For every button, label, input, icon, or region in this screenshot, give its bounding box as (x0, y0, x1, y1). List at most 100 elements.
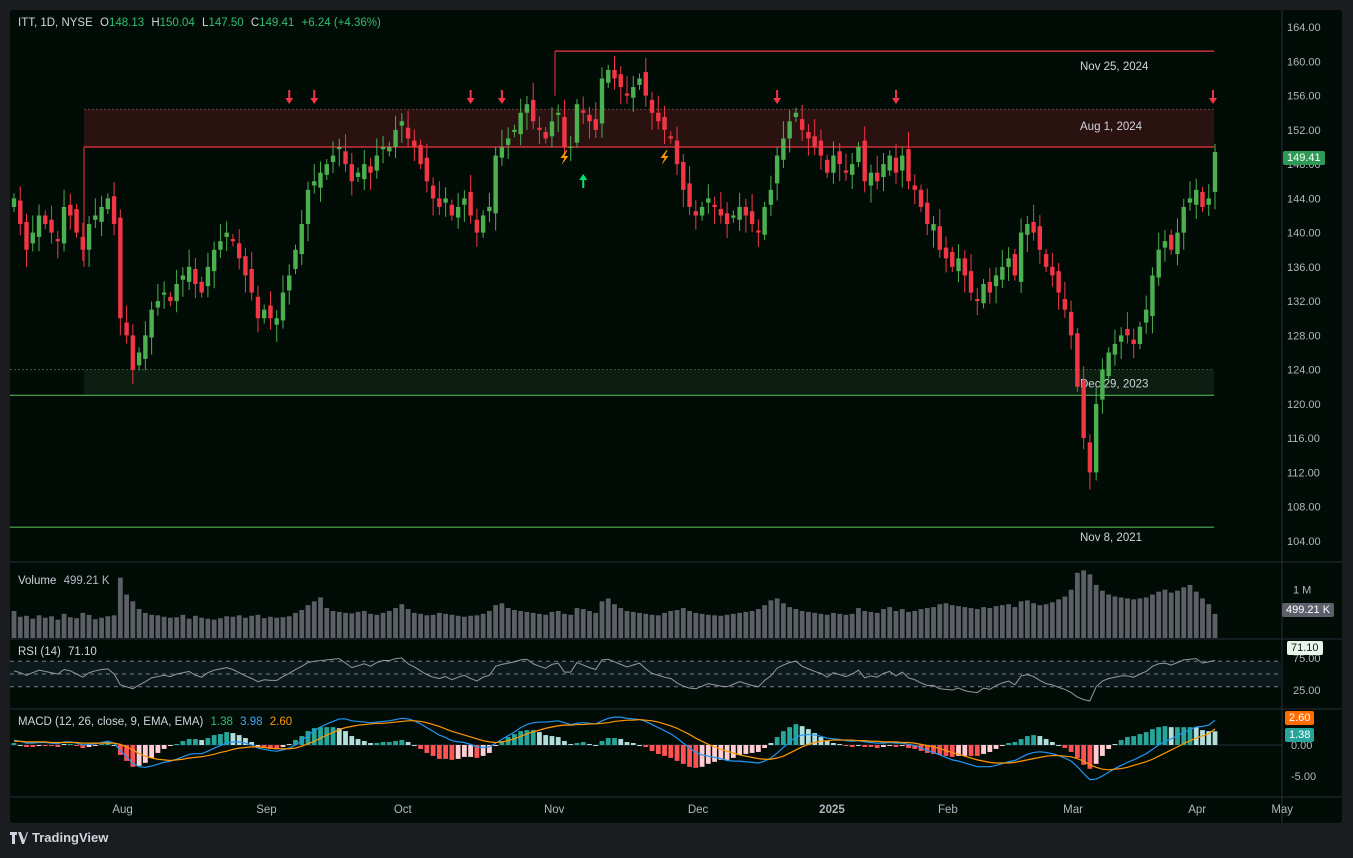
candle-body (987, 281, 993, 293)
macd-histogram-bar (293, 740, 298, 745)
macd-histogram-bar (574, 743, 580, 745)
volume-bar (1181, 587, 1187, 638)
macd-histogram-bar (424, 745, 430, 753)
macd-histogram-bar (999, 745, 1005, 746)
macd-histogram-bar (874, 745, 880, 748)
volume-bar (774, 598, 780, 638)
macd-histogram-bar (693, 745, 699, 768)
candle-body (380, 147, 386, 150)
macd-hist-value: 1.38 (210, 716, 233, 728)
volume-bar (505, 608, 511, 638)
sell-arrow-icon (773, 90, 782, 104)
macd-histogram-bar (130, 745, 136, 767)
level-label: Nov 8, 2021 (1080, 532, 1142, 544)
candle-body (631, 87, 636, 98)
open-value: 148.13 (108, 17, 145, 29)
price-axis-tick: 152.00 (1287, 125, 1321, 137)
candle-body (1056, 271, 1061, 293)
sell-arrow-icon (285, 90, 294, 104)
candle-body (831, 155, 836, 173)
volume-bar (793, 609, 799, 638)
volume-bar (524, 611, 530, 638)
macd-histogram-bar (1106, 745, 1112, 749)
candle-body (649, 99, 655, 113)
candle-body (193, 269, 198, 284)
price-axis-tick: 108.00 (1287, 502, 1321, 514)
macd-histogram-bar (724, 745, 730, 760)
chart-frame[interactable]: Nov 25, 2024 Aug 1, 2024 Dec 29, 2023 Nov 8… (10, 10, 1342, 823)
candle-body (399, 121, 405, 126)
volume-bar (831, 612, 836, 638)
volume-bar (274, 617, 280, 638)
volume-bar (630, 611, 636, 638)
candle-body (324, 164, 329, 175)
macd-histogram-bar (11, 743, 17, 745)
macd-histogram-bar (136, 745, 142, 766)
volume-bar (724, 614, 730, 638)
candle-body (868, 172, 874, 186)
macd-histogram-bar (537, 732, 542, 745)
volume-bar (499, 603, 505, 638)
candle-body (1006, 258, 1011, 267)
macd-histogram-bar (436, 745, 442, 759)
macd-histogram-bar (211, 735, 217, 745)
candle-body (956, 258, 961, 272)
rsi-legend[interactable]: RSI (14) 71.10 (18, 646, 97, 658)
volume-bar (1137, 598, 1143, 638)
macd-histogram-bar (912, 745, 918, 749)
macd-histogram-bar (906, 745, 911, 748)
volume-bar (999, 605, 1005, 638)
candle-body (674, 140, 680, 165)
volume-bar (299, 610, 305, 638)
volume-bar (649, 614, 655, 638)
candle-body (1068, 311, 1074, 336)
sell-arrow-icon (497, 90, 506, 104)
candle-body (624, 93, 630, 96)
high-label: H (151, 17, 160, 29)
candle-body (950, 251, 955, 267)
high-value: 150.04 (159, 17, 195, 29)
symbol-name[interactable]: ITT, 1D, NYSE (18, 17, 93, 29)
macd-histogram-bar (774, 737, 780, 745)
macd-histogram-bar (1212, 731, 1218, 745)
time-axis-label: May (1271, 804, 1293, 816)
candle-body (1169, 234, 1174, 250)
candle-body (806, 132, 811, 139)
volume-bar (1049, 602, 1055, 638)
macd-histogram-bar (443, 745, 449, 759)
macd-histogram-bar (468, 745, 474, 757)
candle-body (662, 117, 667, 130)
volume-bar (962, 607, 968, 638)
volume-bar (868, 611, 874, 638)
macd-histogram-bar (643, 745, 649, 747)
macd-histogram-bar (1137, 734, 1143, 745)
time-axis-label: Nov (544, 804, 565, 816)
macd-histogram-bar (812, 733, 818, 745)
macd-histogram-bar (124, 745, 129, 761)
macd-legend[interactable]: MACD (12, 26, close, 9, EMA, EMA) 1.38 3… (18, 716, 292, 728)
candle-body (268, 305, 273, 319)
volume-bar (130, 601, 136, 638)
candle-body (743, 206, 749, 216)
volume-bar (124, 594, 129, 638)
macd-histogram-bar (255, 745, 261, 747)
volume-bar (30, 618, 36, 638)
chart-canvas[interactable]: Nov 25, 2024 Aug 1, 2024 Dec 29, 2023 Nov 8… (10, 10, 1342, 823)
candle-body (524, 104, 530, 113)
macd-histogram-bar (1093, 745, 1099, 764)
candle-body (1181, 206, 1186, 233)
volume-bar (1093, 584, 1099, 638)
volume-bar (668, 610, 674, 638)
time-axis-label: Aug (112, 804, 132, 816)
candle-body (931, 224, 936, 231)
tradingview-footer[interactable]: TradingView (10, 830, 108, 845)
volume-legend[interactable]: Volume 499.21 K (18, 575, 110, 587)
macd-histogram-bar (386, 742, 392, 745)
candle-body (236, 243, 242, 259)
macd-histogram-bar (142, 745, 148, 763)
macd-histogram-bar (1037, 736, 1043, 745)
candle-body (1137, 326, 1143, 344)
volume-bar (812, 612, 818, 638)
candle-body (105, 198, 111, 210)
macd-histogram-bar (361, 741, 367, 745)
